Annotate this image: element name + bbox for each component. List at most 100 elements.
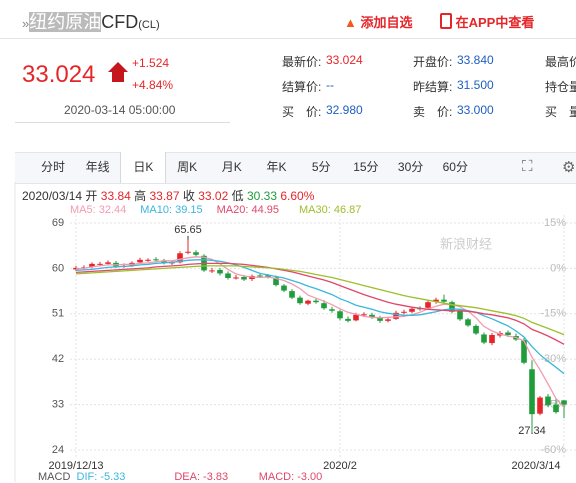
- candle-body: [369, 314, 375, 318]
- suffix: (CL): [138, 19, 160, 31]
- field-value: 33.024: [326, 53, 363, 67]
- candle-body: [345, 318, 351, 321]
- change: +1.524: [132, 56, 170, 70]
- candle-body: [425, 302, 431, 308]
- info-value: 30.33: [246, 189, 277, 203]
- info-date: 2020/03/14: [22, 189, 83, 203]
- legend-entry: MA20: 44.95: [216, 204, 280, 216]
- candle-body: [89, 263, 95, 267]
- tab[interactable]: 月K: [221, 160, 242, 174]
- y-tick-label: 69: [52, 217, 64, 229]
- field-label: 开盘价:: [413, 55, 453, 69]
- info-label: 低: [231, 189, 244, 203]
- info-value: 33.02: [198, 189, 229, 203]
- tab[interactable]: 年线: [85, 160, 110, 174]
- info-value: 33.87: [149, 189, 180, 203]
- legend-entry: MA30: 46.87: [299, 204, 362, 216]
- tab[interactable]: 年K: [266, 160, 287, 174]
- annotation: 65.65: [174, 224, 202, 236]
- candle-body: [297, 297, 303, 304]
- candle-body: [185, 251, 191, 253]
- candle-body: [361, 314, 367, 316]
- info-value: 33.84: [100, 189, 131, 203]
- field-label: 买 量: [545, 105, 576, 119]
- ma-legend: MA5: 32.44 MA10: 39.15 MA20: 44.95 MA30: 46…: [70, 204, 361, 216]
- candle-body: [409, 308, 415, 312]
- watermark: 新浪财经: [440, 236, 492, 251]
- tab[interactable]: 60分: [442, 160, 468, 174]
- annotation: 27.34: [518, 425, 546, 437]
- indicator-dea: DEA: -3.83: [174, 471, 229, 483]
- candle-body: [505, 332, 511, 335]
- x-tick-label: 2020/3/14: [512, 460, 561, 472]
- title: »纽约原油CFD(CL): [22, 12, 160, 32]
- candle-body: [105, 262, 111, 264]
- name: CFD: [101, 12, 139, 32]
- indicator: MACD DIF: -5.33 DEA: -3.83 MACD: -3.00: [38, 471, 322, 483]
- candle-body: [313, 300, 319, 303]
- candle-body: [521, 340, 527, 363]
- name-highlight: 纽约原油: [29, 12, 102, 32]
- legend-entry: MA5: 32.44: [70, 204, 127, 216]
- candle-body: [273, 277, 279, 286]
- candle-body: [401, 311, 407, 313]
- divider: [0, 38, 576, 39]
- candle-body: [545, 396, 551, 406]
- open-app[interactable]: 在APP中查看: [440, 12, 534, 31]
- candle-body: [473, 325, 479, 334]
- candle-body: [353, 314, 359, 321]
- add-watch-text[interactable]: 添加自选: [360, 15, 413, 30]
- candle-body: [337, 311, 343, 319]
- settings-icon[interactable]: ⚙: [562, 159, 576, 176]
- time: 2020-03-14 05:00:00: [64, 103, 176, 117]
- candle-body: [529, 369, 535, 415]
- tab[interactable]: 周K: [177, 160, 198, 174]
- candle-body: [145, 259, 151, 261]
- tab[interactable]: 日K: [120, 152, 167, 183]
- candle-body: [177, 253, 183, 263]
- y-tick-label: 60: [52, 262, 64, 274]
- tab[interactable]: 5分: [311, 160, 331, 174]
- ma-line: [75, 259, 565, 375]
- candle-body: [281, 285, 287, 291]
- info-line: 2020/03/14 开 33.84 高 33.87 收 33.02 低 30.…: [22, 187, 314, 204]
- field-label: 卖 价:: [413, 105, 453, 119]
- candle-body: [225, 273, 231, 278]
- info-change: 6.60%: [280, 189, 315, 203]
- candle-body: [377, 317, 383, 321]
- indicator-macd: MACD: -3.00: [258, 471, 323, 483]
- candle-body: [305, 300, 311, 304]
- candle-body: [329, 309, 335, 311]
- field-value: 33.840: [457, 53, 494, 67]
- indicator-name: MACD: [38, 471, 71, 483]
- field-value: 31.500: [457, 78, 494, 92]
- candle-body: [537, 397, 543, 414]
- candle-body: [457, 311, 463, 320]
- candle-body: [449, 302, 455, 312]
- candle-body: [385, 319, 391, 321]
- open-app-text[interactable]: 在APP中查看: [455, 15, 535, 30]
- up-arrow: [108, 62, 128, 72]
- candle-body: [233, 277, 239, 279]
- candle-body: [265, 275, 271, 277]
- candle-body: [217, 269, 223, 274]
- y2-tick-label: 15%: [544, 217, 566, 229]
- x-tick-label: 2019/12/13: [48, 460, 103, 472]
- candle-body: [289, 291, 295, 298]
- tab[interactable]: 30分: [397, 160, 424, 174]
- divider: [15, 122, 230, 123]
- tab[interactable]: 分时: [40, 160, 65, 174]
- price: 33.024: [22, 61, 96, 88]
- candle-body: [241, 276, 247, 280]
- y2-tick-label: -15%: [540, 308, 566, 320]
- field-label: 买 价:: [282, 105, 322, 119]
- field-value: 32.980: [326, 103, 363, 117]
- tab[interactable]: 15分: [353, 160, 379, 174]
- info-label: 高: [134, 189, 147, 203]
- candle-body: [321, 303, 327, 309]
- fullscreen-icon[interactable]: ⛶: [522, 158, 533, 175]
- add-watch[interactable]: ▲ 添加自选: [344, 15, 413, 30]
- change-pct: +4.84%: [132, 78, 174, 92]
